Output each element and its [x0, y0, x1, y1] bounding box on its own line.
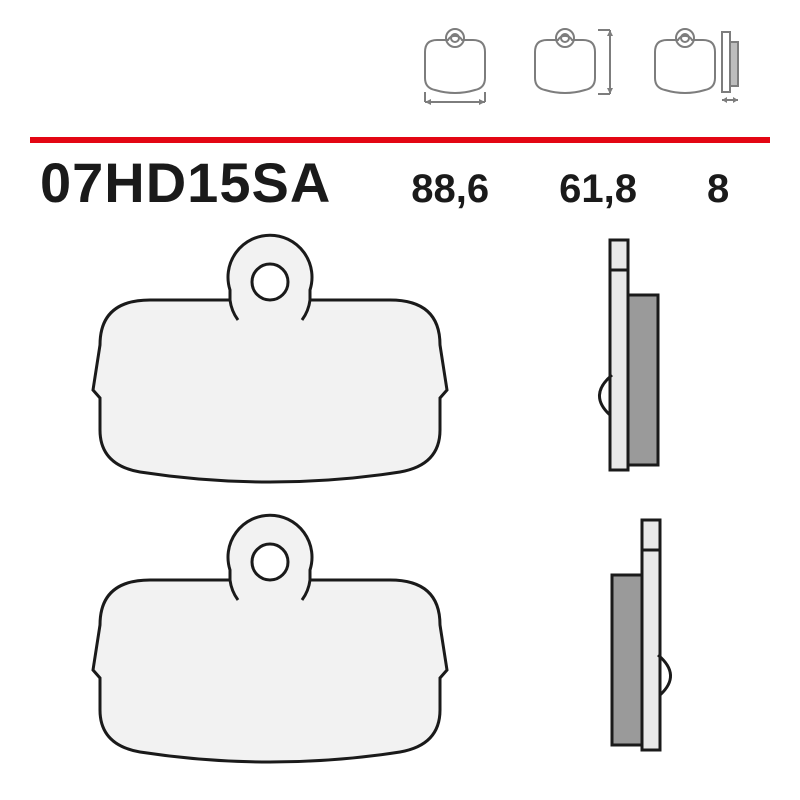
- dim-width: 88,6: [411, 167, 489, 212]
- dimensions-row: 88,6 61,8 8: [411, 167, 729, 212]
- pad-front-bottom: [93, 515, 447, 762]
- technical-drawing: [0, 220, 800, 800]
- pad-front-top: [93, 235, 447, 482]
- pad-side-bottom: [612, 520, 671, 750]
- divider-rule: [30, 130, 770, 136]
- part-number: 07HD15SA: [40, 150, 331, 215]
- legend-width-icon: [410, 20, 500, 105]
- dimension-legend: [410, 20, 750, 105]
- dim-thickness: 8: [707, 167, 729, 212]
- pad-side-top: [599, 240, 658, 470]
- legend-height-icon: [520, 20, 620, 105]
- dim-height: 61,8: [559, 167, 637, 212]
- spec-header: 07HD15SA 88,6 61,8 8: [40, 150, 760, 215]
- legend-thickness-icon: [640, 20, 750, 105]
